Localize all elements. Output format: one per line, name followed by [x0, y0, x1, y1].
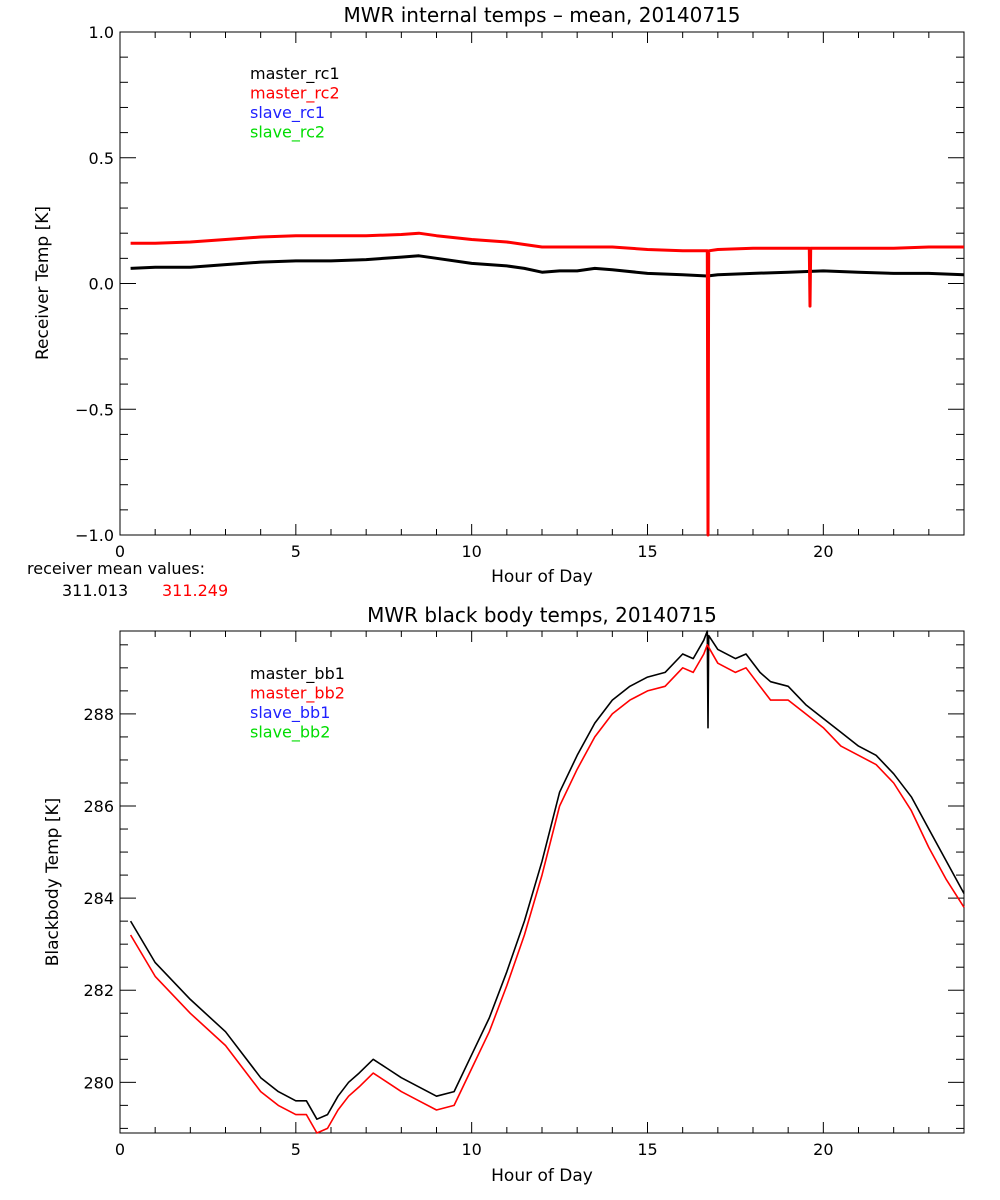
receiver-temp-panel: MWR internal temps – mean, 20140715 0 5 10… [27, 3, 965, 600]
receiver-x-tick-label: 0 [115, 542, 125, 561]
receiver-y-tick-label: 0.0 [89, 275, 114, 294]
blackbody-x-tick-label: 20 [813, 1140, 833, 1159]
master-bb1-series-line [129, 630, 965, 1120]
blackbody-y-tick-label: 282 [83, 981, 114, 1000]
master-rc1-series-line [130, 254, 965, 278]
receiver-x-axis-label: Hour of Day [491, 567, 593, 587]
blackbody-x-tick-label: 5 [291, 1140, 301, 1159]
receiver-y-tick-label: 1.0 [89, 23, 114, 42]
blackbody-y-axis-label: Blackbody Temp [K] [43, 798, 63, 967]
blackbody-y-tick-label: 286 [83, 797, 114, 816]
master-rc2-series-line [130, 231, 964, 537]
master-bb2-series-line [129, 643, 965, 1134]
blackbody-y-tick-label: 280 [83, 1073, 114, 1092]
receiver-y-tick-label: 0.5 [89, 149, 114, 168]
blackbody-x-tick-label: 10 [461, 1140, 481, 1159]
blackbody-x-tick-label: 0 [115, 1140, 125, 1159]
blackbody-y-tick-label: 284 [83, 889, 114, 908]
legend-entry-master-bb2: master_bb2 [250, 684, 345, 704]
legend-entry-slave-bb2: slave_bb2 [250, 723, 330, 743]
blackbody-x-axis-label: Hour of Day [491, 1166, 593, 1186]
receiver-x-tick-label: 10 [461, 542, 481, 561]
legend-entry-master-bb1: master_bb1 [250, 664, 345, 684]
receiver-plot-frame [119, 31, 965, 536]
legend-entry-slave-rc1: slave_rc1 [250, 103, 325, 123]
legend-entry-master-rc1: master_rc1 [250, 64, 340, 84]
receiver-x-tick-label: 15 [637, 542, 657, 561]
receiver-chart-title: MWR internal temps – mean, 20140715 [343, 3, 740, 27]
receiver-x-tick-label: 20 [813, 542, 833, 561]
receiver-y-tick-label: −1.0 [75, 526, 114, 545]
receiver-y-tick-label: −0.5 [75, 400, 114, 419]
receiver-mean-value-rc2: 311.249 [162, 581, 228, 600]
blackbody-chart-title: MWR black body temps, 20140715 [367, 603, 717, 627]
legend-entry-master-rc2: master_rc2 [250, 84, 340, 104]
receiver-y-axis-label: Receiver Temp [K] [33, 206, 53, 360]
blackbody-plot-frame [119, 630, 965, 1134]
legend-entry-slave-bb1: slave_bb1 [250, 703, 330, 723]
receiver-mean-value-rc1: 311.013 [62, 581, 128, 600]
legend-entry-slave-rc2: slave_rc2 [250, 123, 325, 143]
receiver-mean-label: receiver mean values: [27, 559, 205, 578]
blackbody-temp-panel: MWR black body temps, 20140715 0 5 10 15 20 2… [43, 603, 965, 1186]
blackbody-y-tick-label: 288 [83, 705, 114, 724]
blackbody-x-tick-label: 15 [637, 1140, 657, 1159]
receiver-x-tick-label: 5 [291, 542, 301, 561]
